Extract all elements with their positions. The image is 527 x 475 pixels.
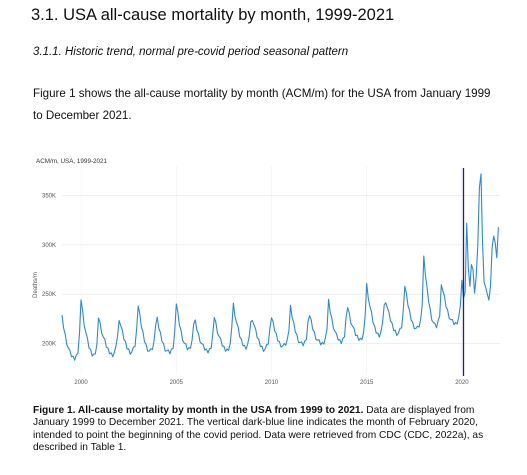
x-tick-label: 2000: [74, 380, 88, 386]
chart-container: ACM/m, USA, 1999-2021 Deaths/m 200K 250K 3…: [0, 150, 527, 400]
intro-paragraph: Figure 1 shows the all-cause mortality b…: [33, 87, 491, 122]
mortality-chart: ACM/m, USA, 1999-2021 Deaths/m 200K 250K 3…: [33, 158, 500, 386]
caption-bold: Figure 1. All-cause mortality by month i…: [33, 405, 364, 416]
x-tick-label: 2005: [170, 380, 184, 386]
y-tick-label: 300K: [42, 243, 56, 249]
y-tick-layer: 200K 250K 300K 350K: [42, 194, 56, 348]
grid-layer: [62, 166, 500, 373]
x-tick-layer: 2000 2005 2010 2015 2020: [74, 380, 469, 386]
figure-caption: Figure 1. All-cause mortality by month i…: [33, 405, 503, 454]
x-tick-label: 2010: [265, 380, 279, 386]
y-tick-label: 200K: [42, 341, 56, 347]
y-axis-label: Deaths/m: [33, 272, 39, 298]
caption-text: Data are displayed from January 1999 to …: [33, 405, 484, 453]
x-tick-label: 2015: [360, 380, 374, 386]
y-tick-label: 350K: [42, 194, 56, 200]
chart-title: ACM/m, USA, 1999-2021: [36, 158, 108, 165]
series-layer: [61, 173, 499, 361]
section-heading: 3.1. USA all-cause mortality by month, 1…: [31, 6, 395, 24]
acm-series-line: [61, 173, 499, 361]
x-tick-label: 2020: [455, 380, 469, 386]
y-tick-label: 250K: [42, 292, 56, 298]
subsection-heading: 3.1.1. Historic trend, normal pre-covid …: [33, 46, 349, 58]
